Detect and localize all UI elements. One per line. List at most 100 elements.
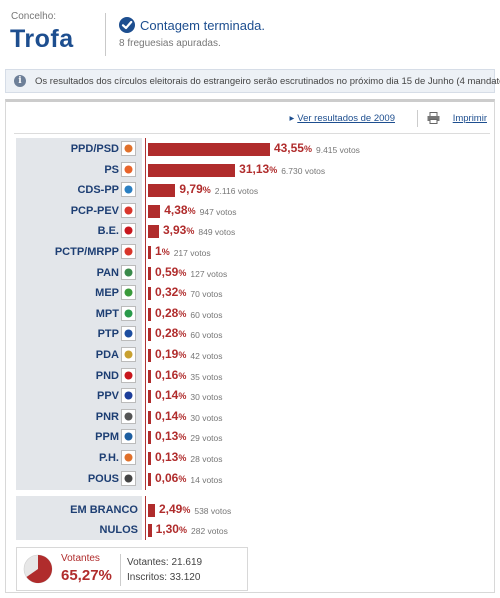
header-divider	[105, 13, 106, 56]
party-row: POUS 0,06% 14 votos	[16, 469, 496, 489]
party-row: B.E. 3,93% 849 votos	[16, 221, 496, 241]
results-panel: Ver resultados de 2009 Imprimir PPD/PSD 4…	[5, 99, 495, 593]
result-percentage: 0,28%	[155, 305, 187, 320]
result-percentage: 9,79%	[179, 182, 211, 197]
party-name: PCP-PEV	[70, 204, 119, 217]
percentage-value: 9,79	[179, 182, 203, 197]
percentage-value: 0,14	[155, 408, 179, 423]
vote-count: 849 votos	[198, 227, 236, 238]
percentage-value: 0,32	[155, 285, 179, 300]
links-divider	[417, 110, 418, 127]
party-row: PTP 0,28% 60 votos	[16, 324, 496, 344]
party-row: PCP-PEV 4,38% 947 votos	[16, 201, 496, 221]
printer-icon[interactable]	[427, 112, 440, 124]
ppv-logo-icon	[121, 388, 136, 404]
vote-count: 30 votos	[190, 392, 223, 403]
ptp-logo-icon	[121, 326, 136, 342]
print-link[interactable]: Imprimir	[452, 113, 487, 124]
result-bar	[148, 163, 236, 177]
percentage-value: 1	[155, 244, 162, 258]
result-bar	[148, 204, 161, 218]
party-row: NULOS 1,30% 282 votos	[16, 520, 496, 540]
vote-count: 29 votos	[190, 433, 223, 444]
party-name: EM BRANCO	[70, 504, 138, 516]
percentage-value: 0,28	[155, 326, 179, 341]
percentage-value: 3,93	[163, 223, 187, 238]
ps-logo-icon	[121, 161, 136, 177]
party-row: PS 31,13% 6.730 votos	[16, 160, 496, 180]
result-bar	[148, 524, 152, 537]
party-name: MEP	[95, 287, 119, 300]
voters-label: Votantes	[61, 553, 100, 564]
result-bar	[148, 143, 270, 156]
party-name: CDS-PP	[77, 184, 119, 197]
percentage-value: 0,59	[155, 264, 179, 279]
vote-count: 9.415 votos	[315, 145, 360, 155]
vote-count: 6.730 votos	[281, 165, 326, 176]
party-name: MPT	[95, 307, 119, 320]
ppm-logo-icon	[121, 429, 136, 445]
result-percentage: 31,13%	[239, 161, 278, 176]
status-title: Contagem terminada.	[140, 18, 266, 33]
participation-box: Votantes 65,27% Votantes: 21.619 Inscrit…	[16, 547, 248, 591]
result-bar	[148, 369, 151, 383]
vote-count: 127 votos	[190, 268, 228, 279]
party-row: EM BRANCO 2,49% 538 votos	[16, 500, 496, 520]
vote-count: 947 votos	[199, 206, 237, 217]
percentage-value: 31,13	[239, 161, 270, 176]
party-name: B.E.	[97, 225, 119, 238]
party-name: PTP	[97, 328, 119, 341]
cdu-logo-icon	[121, 202, 136, 218]
pan-logo-icon	[121, 264, 136, 280]
concelho-label: Concelho:	[11, 11, 57, 22]
percentage-value: 0,06	[155, 470, 179, 485]
result-percentage: 0,19%	[155, 347, 187, 361]
result-percentage: 3,93%	[163, 223, 195, 238]
result-bar	[148, 225, 159, 239]
voters-percentage: 65,27%	[61, 567, 112, 584]
percentage-value: 0,19	[155, 347, 179, 361]
previous-results-link[interactable]: Ver resultados de 2009	[290, 113, 395, 124]
result-bar	[148, 184, 176, 198]
psd-logo-icon	[121, 141, 136, 156]
info-banner: i Os resultados dos círculos eleitorais …	[5, 69, 500, 93]
pnr-flame-icon	[121, 408, 136, 424]
mpt-clover-icon	[121, 305, 136, 321]
result-percentage: 0,32%	[155, 285, 187, 300]
party-row: MEP 0,32% 70 votos	[16, 283, 496, 303]
vote-count: 14 votos	[190, 474, 223, 485]
vote-count: 28 votos	[190, 454, 223, 464]
be-star-icon	[121, 223, 136, 239]
party-row: PCTP/MRPP 1% 217 votos	[16, 242, 496, 262]
ph-logo-icon	[121, 450, 136, 465]
result-percentage: 1%	[155, 244, 170, 258]
vote-count: 30 votos	[190, 412, 223, 423]
result-percentage: 1,30%	[155, 522, 187, 536]
party-name: PDA	[95, 349, 119, 361]
pous-logo-icon	[121, 470, 136, 486]
result-bar	[148, 287, 151, 301]
party-row: PDA 0,19% 42 votos	[16, 345, 496, 365]
party-row: PPV 0,14% 30 votos	[16, 386, 496, 406]
party-row: P.H. 0,13% 28 votos	[16, 448, 496, 468]
party-row: PPD/PSD 43,55% 9.415 votos	[16, 139, 496, 159]
result-bar	[148, 452, 151, 465]
pie-slice-voters	[26, 555, 52, 583]
party-name: NULOS	[99, 524, 139, 536]
percentage-value: 0,14	[155, 388, 179, 403]
party-name: PND	[95, 369, 119, 382]
result-percentage: 0,14%	[155, 388, 187, 403]
percentage-value: 1,30	[155, 522, 179, 536]
party-name: POUS	[87, 472, 119, 485]
result-percentage: 0,14%	[155, 408, 187, 423]
party-row: PNR 0,14% 30 votos	[16, 407, 496, 427]
result-percentage: 0,16%	[155, 367, 187, 382]
party-name: P.H.	[99, 452, 119, 464]
result-bar	[148, 307, 151, 321]
result-percentage: 4,38%	[164, 202, 196, 217]
percentage-value: 0,28	[155, 305, 179, 320]
bars-axis	[145, 138, 146, 490]
percentage-value: 0,13	[155, 450, 179, 464]
party-row: CDS-PP 9,79% 2.116 votos	[16, 180, 496, 200]
cds-logo-icon	[121, 182, 136, 198]
